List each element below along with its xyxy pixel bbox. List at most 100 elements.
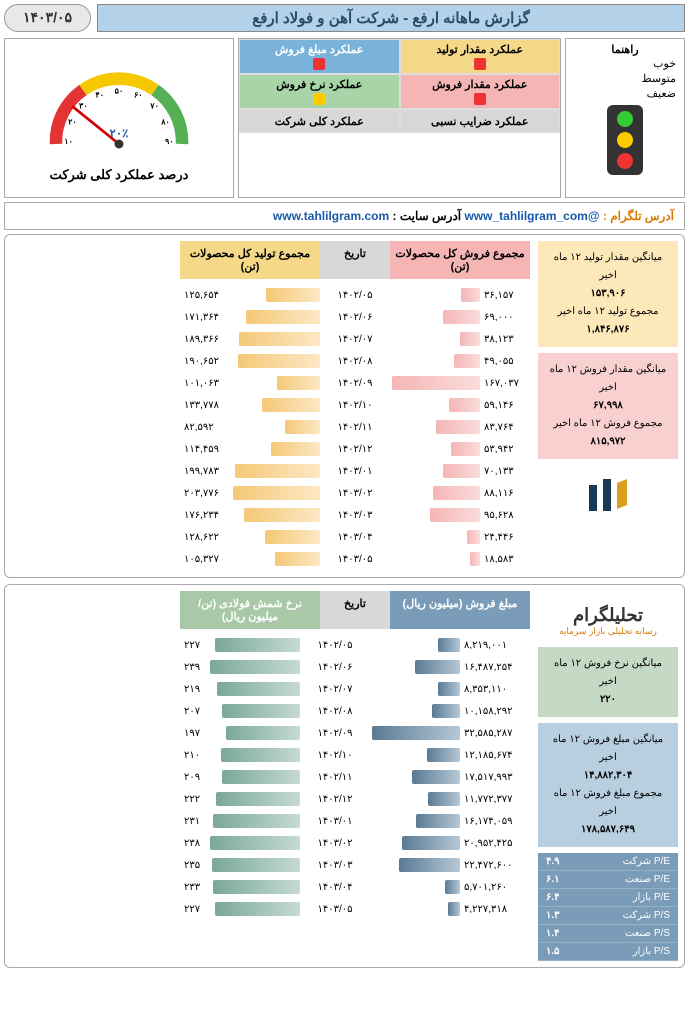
row-date: ۱۴۰۳/۰۴ [320, 532, 390, 543]
traffic-light-icon [607, 105, 643, 175]
production-summary: میانگین مقدار تولید ۱۲ ماه اخیر ۱۵۳,۹۰۶ … [538, 241, 678, 347]
perf-sales-amount: عملکرد مبلغ فروش [239, 39, 400, 74]
prod-value: ۱۹۹,۷۸۳ [180, 466, 230, 477]
row-date: ۱۴۰۲/۰۸ [300, 706, 370, 717]
col-header-date2: تاریخ [320, 591, 390, 629]
amount-value: ۱۲,۱۸۵,۶۷۴ [460, 750, 530, 761]
amount-value: ۸,۳۵۳,۱۱۰ [460, 684, 530, 695]
prod-value: ۱۲۸,۶۲۲ [180, 532, 230, 543]
telegram-link[interactable]: www_tahlilgram_com@ [464, 209, 599, 223]
data-row: ۹۵,۶۲۸۱۴۰۳/۰۳۱۷۶,۲۳۴ [11, 505, 530, 525]
row-date: ۱۴۰۲/۰۶ [320, 312, 390, 323]
row-date: ۱۴۰۲/۰۶ [300, 662, 370, 673]
rate-value: ۲۲۲ [180, 794, 210, 805]
data-row: ۵۹,۱۴۶ ۱۴۰۲/۱۰ ۱۳۳,۷۷۸ [11, 395, 530, 415]
amount-value: ۳۲,۵۸۵,۲۸۷ [460, 728, 530, 739]
data-row: ۴,۲۲۷,۳۱۸۱۴۰۳/۰۵۲۲۷ [11, 899, 530, 919]
prod-value: ۱۷۱,۳۶۴ [180, 312, 230, 323]
site-link[interactable]: www.tahlilgram.com [273, 209, 389, 223]
ratio-row: P/E شرکت۴.۹ [538, 853, 678, 871]
perf-sales-qty: عملکرد مقدار فروش [400, 74, 561, 109]
sale-value: ۸۸,۱۱۶ [480, 488, 530, 499]
prod-value: ۱۳۳,۷۷۸ [180, 400, 230, 411]
amount-summary: میانگین مبلغ فروش ۱۲ ماه اخیر ۱۴,۸۸۲,۳۰۴… [538, 723, 678, 847]
prod-value: ۱۱۴,۴۵۹ [180, 444, 230, 455]
rate-value: ۲۳۸ [180, 838, 210, 849]
sale-value: ۳۸,۱۲۳ [480, 334, 530, 345]
rate-value: ۲۱۹ [180, 684, 210, 695]
brand-tagline: رسانه تحلیلی بازار سرمایه [538, 626, 678, 637]
row-date: ۱۴۰۲/۱۲ [300, 794, 370, 805]
sale-value: ۲۴,۴۴۶ [480, 532, 530, 543]
svg-text:۱۰: ۱۰ [64, 137, 73, 146]
sale-value: ۵۹,۱۴۶ [480, 400, 530, 411]
row-date: ۱۴۰۲/۰۷ [300, 684, 370, 695]
prod-value: ۱۰۱,۰۶۳ [180, 378, 230, 389]
amount-value: ۸,۲۱۹,۰۰۱ [460, 640, 530, 651]
prod-value: ۲۰۳,۷۷۶ [180, 488, 230, 499]
links-bar: آدرس تلگرام : www_tahlilgram_com@ آدرس س… [4, 202, 685, 230]
data-row: ۳۸,۱۲۳۱۴۰۲/۰۷۱۸۹,۳۶۶ [11, 329, 530, 349]
rate-value: ۲۳۱ [180, 816, 210, 827]
amount-value: ۱۱,۷۷۲,۳۷۷ [460, 794, 530, 805]
row-date: ۱۴۰۳/۰۵ [300, 904, 370, 915]
row-date: ۱۴۰۳/۰۳ [300, 860, 370, 871]
data-row: ۱۷,۵۱۷,۹۹۳۱۴۰۲/۱۱۲۰۹ [11, 767, 530, 787]
legend-weak: ضعیف [647, 87, 676, 100]
row-date: ۱۴۰۲/۰۵ [300, 640, 370, 651]
data-row: ۶۹,۰۰۰ ۱۴۰۲/۰۶ ۱۷۱,۳۶۴ [11, 307, 530, 327]
legend-box: راهنما خوب متوسط ضعیف [565, 38, 685, 198]
amount-value: ۱۰,۱۵۸,۲۹۲ [460, 706, 530, 717]
row-date: ۱۴۰۲/۰۹ [300, 728, 370, 739]
row-date: ۱۴۰۳/۰۵ [320, 554, 390, 565]
report-date: ۱۴۰۳/۰۵ [4, 4, 91, 32]
legend-med: متوسط [641, 72, 676, 85]
logo-icon [583, 475, 633, 515]
data-row: ۱۶,۴۸۷,۲۵۴۱۴۰۲/۰۶۲۳۹ [11, 657, 530, 677]
sale-value: ۳۶,۱۵۷ [480, 290, 530, 301]
data-row: ۸۳,۷۶۴۱۴۰۲/۱۱۸۲,۵۹۲ [11, 417, 530, 437]
data-row: ۵,۷۰۱,۲۶۰۱۴۰۳/۰۴۲۳۳ [11, 877, 530, 897]
data-row: ۸۸,۱۱۶۱۴۰۳/۰۲۲۰۳,۷۷۶ [11, 483, 530, 503]
legend-good: خوب [653, 57, 676, 70]
sale-value: ۴۹,۰۵۵ [480, 356, 530, 367]
svg-text:۷۰: ۷۰ [149, 101, 159, 110]
brand-text-block: تحلیلگرام رسانه تحلیلی بازار سرمایه [538, 591, 678, 647]
data-row: ۸,۳۵۳,۱۱۰ ۱۴۰۲/۰۷ ۲۱۹ [11, 679, 530, 699]
legend-title: راهنما [611, 43, 638, 56]
amount-value: ۲۲,۴۷۲,۶۰۰ [460, 860, 530, 871]
rate-value: ۲۳۵ [180, 860, 210, 871]
row-date: ۱۴۰۲/۱۲ [320, 444, 390, 455]
brand-logo [538, 465, 678, 530]
data-row: ۱۲,۱۸۵,۶۷۴۱۴۰۲/۱۰۲۱۰ [11, 745, 530, 765]
gauge-panel: ۱۰۲۰۳۰۴۰۵۰۶۰۷۰۸۰۹۰ ۲۰٪ درصد عملکرد کلی ش… [4, 38, 234, 198]
rate-value: ۲۲۷ [180, 640, 210, 651]
sale-value: ۱۸,۵۸۳ [480, 554, 530, 565]
row-date: ۱۴۰۲/۰۹ [320, 378, 390, 389]
data-row: ۳۶,۱۵۷۱۴۰۲/۰۵۱۲۵,۶۵۴ [11, 285, 530, 305]
row-date: ۱۴۰۳/۰۲ [300, 838, 370, 849]
col-header-production: مجموع تولید کل محصولات (تن) [180, 241, 320, 279]
svg-text:۲۰٪: ۲۰٪ [110, 127, 130, 140]
perf-sales-rate: عملکرد نرخ فروش [239, 74, 400, 109]
data-row: ۸,۲۱۹,۰۰۱ ۱۴۰۲/۰۵ ۲۲۷ [11, 635, 530, 655]
data-row: ۳۲,۵۸۵,۲۸۷ ۱۴۰۲/۰۹ ۱۹۷ [11, 723, 530, 743]
svg-text:۸۰: ۸۰ [160, 118, 170, 127]
rate-value: ۱۹۷ [180, 728, 210, 739]
rate-value: ۲۳۹ [180, 662, 210, 673]
ratio-row: P/S صنعت۱.۴ [538, 925, 678, 943]
sale-value: ۷۰,۱۳۳ [480, 466, 530, 477]
sale-value: ۶۹,۰۰۰ [480, 312, 530, 323]
row-date: ۱۴۰۳/۰۱ [300, 816, 370, 827]
data-row: ۲۲,۴۷۲,۶۰۰ ۱۴۰۳/۰۳ ۲۳۵ [11, 855, 530, 875]
data-row: ۴۹,۰۵۵۱۴۰۲/۰۸۱۹۰,۶۵۲ [11, 351, 530, 371]
row-date: ۱۴۰۲/۱۰ [320, 400, 390, 411]
amount-value: ۱۶,۱۷۴,۰۵۹ [460, 816, 530, 827]
svg-text:۲۰: ۲۰ [68, 118, 77, 127]
col-header-sales: مجموع فروش کل محصولات (تن) [390, 241, 530, 279]
col-header-date: تاریخ [320, 241, 390, 279]
ratio-row: P/E صنعت۶.۱ [538, 871, 678, 889]
amount-value: ۱۷,۵۱۷,۹۹۳ [460, 772, 530, 783]
gauge-label: درصد عملکرد کلی شرکت [50, 167, 189, 183]
row-date: ۱۴۰۲/۰۷ [320, 334, 390, 345]
